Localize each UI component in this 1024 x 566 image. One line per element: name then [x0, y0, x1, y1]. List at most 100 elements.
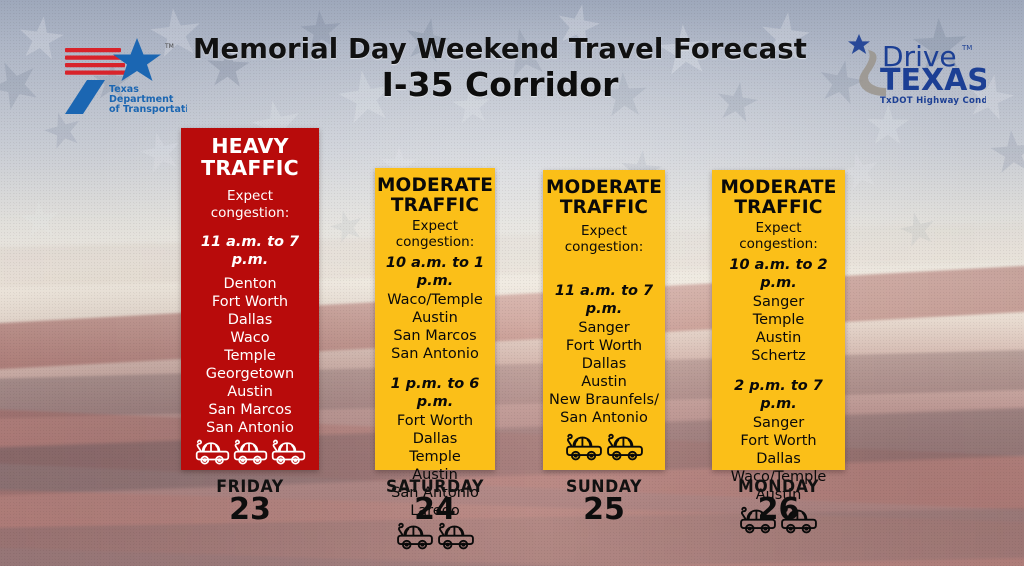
- txdot-logo-icon: TM Texas Department of Transportation: [65, 38, 202, 115]
- car-icon: [271, 439, 305, 465]
- time-slot: 1 p.m. to 6 p.m.: [390, 375, 480, 410]
- city-list: Sanger Temple Austin Schertz: [751, 294, 806, 366]
- car-icon-group: [718, 505, 839, 535]
- city-name: Austin: [755, 329, 802, 346]
- day-name: MONDAY: [737, 477, 820, 497]
- drive-texas-logo: Drive TM TEXAS TxDOT Highway Conditions: [846, 30, 1016, 108]
- severity-label: HEAVY TRAFFIC: [201, 135, 299, 180]
- car-icon: [437, 522, 474, 550]
- city-name: Sanger: [752, 414, 805, 431]
- car-icon-group: [381, 521, 489, 551]
- expect-congestion-label: Expect congestion:: [210, 188, 290, 221]
- severity-label: MODERATE TRAFFIC: [377, 176, 493, 215]
- severity-label: MODERATE TRAFFIC: [720, 178, 836, 217]
- traffic-panel: MODERATE TRAFFIC Expect congestion: 10 a.m.…: [375, 168, 495, 550]
- city-name: Fort Worth: [211, 294, 289, 311]
- drive-logo-line1: Drive: [882, 40, 957, 73]
- expect-congestion-label: Expect congestion:: [739, 220, 818, 253]
- city-name: San Antonio: [391, 484, 479, 501]
- car-icon: [740, 506, 776, 534]
- city-list: Sanger Fort Worth Dallas Waco/Temple Austin: [731, 415, 827, 505]
- city-name: Dallas: [581, 355, 627, 372]
- time-slot: 11 a.m. to 7 p.m.: [554, 282, 654, 317]
- city-name: San Antonio: [206, 419, 294, 436]
- day-label: SUNDAY 25: [543, 477, 665, 527]
- city-name: Austin: [412, 466, 458, 483]
- city-name: Waco: [230, 329, 270, 346]
- day-number: 24: [414, 492, 456, 527]
- city-list: Denton Fort Worth Dallas Waco Temple Georgeto…: [206, 276, 294, 438]
- city-name: Temple: [409, 448, 461, 465]
- city-name: Denton: [223, 276, 277, 293]
- txdot-logo-line1: Texas: [109, 84, 139, 95]
- drive-logo-tm: TM: [961, 44, 972, 52]
- day-number: 25: [583, 492, 625, 527]
- time-slot: 2 p.m. to 7 p.m.: [734, 377, 823, 412]
- traffic-panel: MODERATE TRAFFIC Expect congestion: 10 a.m.…: [712, 170, 845, 534]
- car-icon: [396, 522, 433, 550]
- drive-logo-tagline: TxDOT Highway Conditions: [880, 96, 986, 106]
- txdot-logo-line2: Department: [109, 94, 174, 105]
- forecast-column-monday: MODERATE TRAFFIC Expect congestion: 10 a.m.…: [712, 170, 845, 534]
- severity-line1: MODERATE: [720, 177, 837, 198]
- severity-line2: TRAFFIC: [201, 155, 299, 180]
- city-name: Austin: [755, 486, 802, 503]
- city-name: Sanger: [578, 319, 630, 336]
- car-icon: [195, 439, 229, 465]
- city-name: San Antonio: [560, 409, 648, 426]
- city-list: Fort Worth Dallas Temple Austin San Antonio L…: [391, 413, 479, 521]
- time-slot: 11 a.m. to 7 p.m.: [200, 233, 300, 268]
- day-number: 23: [229, 492, 271, 527]
- city-name: New Braunfels/: [549, 391, 659, 408]
- car-icon-group: [549, 432, 659, 462]
- time-slot: 10 a.m. to 2 p.m.: [729, 256, 828, 291]
- severity-line2: TRAFFIC: [390, 194, 480, 216]
- city-name: Fort Worth: [396, 412, 474, 429]
- day-name: FRIDAY: [216, 477, 284, 497]
- severity-line1: MODERATE: [545, 177, 663, 198]
- day-name: SATURDAY: [386, 477, 484, 497]
- severity-line2: TRAFFIC: [559, 196, 649, 218]
- city-name: Georgetown: [205, 365, 295, 382]
- time-slot: 10 a.m. to 1 p.m.: [385, 254, 485, 289]
- car-icon: [565, 433, 602, 461]
- city-name: Waco/Temple: [387, 291, 483, 308]
- day-label: FRIDAY 23: [181, 477, 319, 527]
- car-icon: [233, 439, 267, 465]
- city-list: Sanger Fort Worth Dallas Austin New Braunfel…: [549, 320, 659, 428]
- txdot-logo-line3: of Transportation: [109, 104, 187, 115]
- city-name: Waco/Temple: [730, 468, 827, 485]
- day-name: SUNDAY: [565, 477, 643, 497]
- drive-texas-logo-icon: Drive TM TEXAS TxDOT Highway Conditions: [848, 34, 1016, 106]
- city-name: Temple: [752, 311, 805, 328]
- city-name: Fort Worth: [740, 432, 817, 449]
- city-name: Austin: [581, 373, 627, 390]
- forecast-column-friday: HEAVY TRAFFIC Expect congestion: 11 a.m. to…: [181, 128, 319, 527]
- city-name: Schertz: [751, 347, 806, 364]
- header: TM Texas Department of Transportation Dr…: [0, 0, 1024, 126]
- city-name: Dallas: [756, 450, 801, 467]
- city-name: Temple: [224, 347, 276, 364]
- city-list: Waco/Temple Austin San Marcos San Antonio: [387, 292, 483, 364]
- page-title-line2: I-35 Corridor: [381, 64, 619, 104]
- day-number: 26: [757, 492, 800, 527]
- severity-line2: TRAFFIC: [734, 196, 823, 218]
- city-name: San Marcos: [208, 401, 292, 418]
- city-name: Fort Worth: [565, 337, 643, 354]
- city-name: Dallas: [412, 430, 458, 447]
- day-label: SATURDAY 24: [375, 477, 495, 527]
- city-name: Dallas: [227, 312, 273, 328]
- drive-logo-line2: TEXAS: [880, 63, 986, 98]
- traffic-panel: HEAVY TRAFFIC Expect congestion: 11 a.m. to…: [181, 128, 319, 470]
- city-name: Sanger: [752, 293, 805, 310]
- severity-label: MODERATE TRAFFIC: [546, 178, 662, 217]
- city-name: Laredo: [410, 502, 460, 519]
- expect-congestion-label: Expect congestion:: [564, 223, 644, 256]
- city-name: Austin: [227, 383, 273, 400]
- city-name: San Marcos: [393, 327, 477, 344]
- txdot-logo: TM Texas Department of Transportation: [57, 36, 202, 116]
- severity-line1: MODERATE: [376, 175, 494, 196]
- expect-congestion-label: Expect congestion:: [395, 218, 475, 251]
